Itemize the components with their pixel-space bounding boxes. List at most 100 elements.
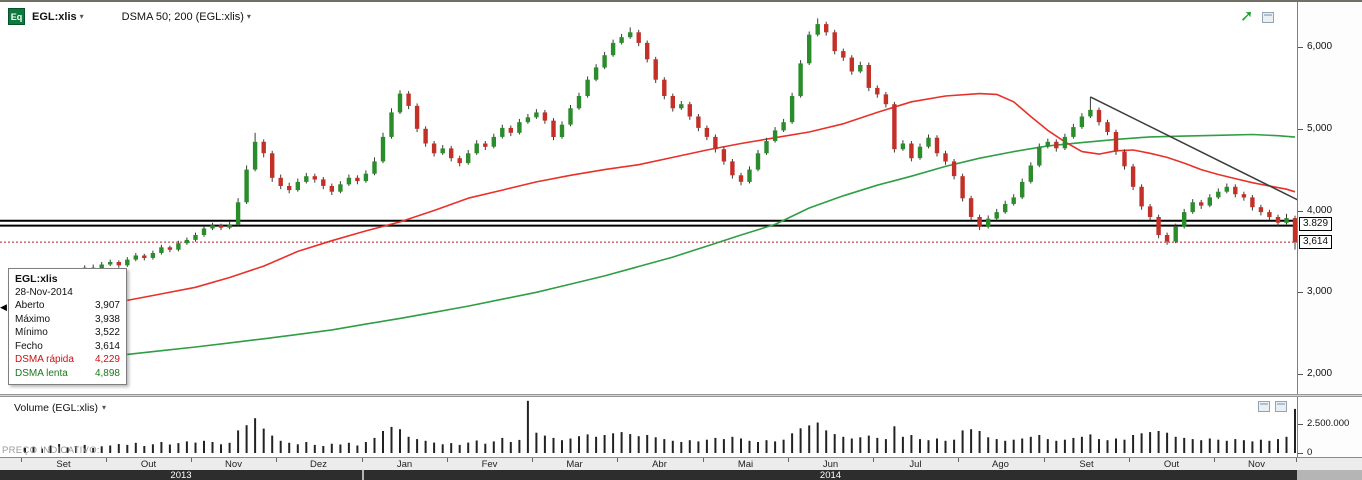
tooltip-row: Mínimo 3,522: [15, 326, 120, 340]
price-axis-label: 3,000: [1307, 286, 1333, 297]
month-tick: [191, 458, 192, 462]
indicator-dropdown[interactable]: DSMA 50; 200 (EGL:xlis) ▾: [122, 11, 251, 23]
price-axis-label: 4,000: [1307, 205, 1333, 216]
month-label: Jan: [396, 459, 413, 470]
month-label: Nov: [225, 459, 242, 470]
price-axis-tick: [1298, 129, 1303, 130]
volume-chart: [24, 400, 1296, 453]
price-axis-label: 2,000: [1307, 368, 1333, 379]
month-tick: [362, 458, 363, 462]
month-tick: [447, 458, 448, 462]
month-tick: [873, 458, 874, 462]
tooltip-row: Máximo 3,938: [15, 313, 120, 327]
pane-scroll-arrow-icon[interactable]: ◀: [0, 302, 7, 312]
window-restore-icon[interactable]: [1262, 11, 1275, 23]
last-price-tag: 3,614: [1299, 235, 1333, 249]
month-tick: [1214, 458, 1215, 462]
price-axis-tick: [1298, 47, 1303, 48]
month-tick: [1129, 458, 1130, 462]
volume-axis: 2.500.000 0: [1297, 397, 1362, 458]
month-tick: [788, 458, 789, 462]
sma-fast-line: [127, 92, 1296, 302]
month-label: Fev: [481, 459, 498, 470]
month-tick: [276, 458, 277, 462]
tooltip-row-label: DSMA rápida: [15, 354, 74, 365]
month-tick: [106, 458, 107, 462]
tooltip-row-value: 4,898: [94, 367, 120, 379]
month-label: Nov: [1248, 459, 1265, 470]
year-axis: 2013 2014: [0, 470, 1362, 480]
candlestick-series: [22, 18, 1297, 294]
month-label: Mai: [737, 459, 754, 470]
month-label: Mar: [566, 459, 583, 470]
equity-type-badge: Eq: [8, 8, 25, 25]
month-label: Abr: [652, 459, 667, 470]
month-tick: [958, 458, 959, 462]
month-label: Jun: [822, 459, 839, 470]
month-label: Dez: [310, 459, 327, 470]
sma-slow-line: [127, 133, 1296, 356]
month-label: Set: [1079, 459, 1094, 470]
price-axis-tick: [1298, 211, 1303, 212]
price-axis-tick: [1298, 374, 1303, 375]
month-label: Out: [140, 459, 157, 470]
volume-label: Volume (EGL:xlis): [14, 402, 99, 414]
price-axis-tick: [1298, 292, 1303, 293]
month-tick: [703, 458, 704, 462]
tooltip-row-label: Mínimo: [15, 327, 48, 338]
volume-axis-label: 2.500.000: [1307, 418, 1350, 429]
volume-series: [24, 400, 1296, 453]
chevron-down-icon: ▾: [79, 11, 84, 21]
tooltip-symbol: EGL:xlis: [15, 273, 58, 285]
month-axis: Set Out Nov Dez Jan Fev Mar Abr Mai Jun Jul Ago Set O…: [0, 457, 1362, 470]
volume-axis-label: 0: [1307, 447, 1313, 458]
window-close-icon[interactable]: [1275, 401, 1287, 412]
draw-trendline-icon[interactable]: ➚: [1240, 8, 1254, 25]
tooltip-row-label: Fecho: [15, 340, 43, 352]
chart-toolbar: Eq EGL:xlis ▾ DSMA 50; 200 (EGL:xlis) ▾: [8, 8, 251, 25]
volume-indicator-dropdown[interactable]: Volume (EGL:xlis) ▾: [14, 402, 106, 414]
tooltip-row-label: Máximo: [15, 313, 51, 325]
tooltip-row-value: 3,938: [94, 313, 120, 325]
tooltip-row-value: 3,614: [94, 340, 120, 352]
price-axis-label: 6,000: [1307, 41, 1333, 52]
data-window-tooltip: EGL:xlis 28-Nov-2014 Aberto 3,907 Máximo 3,…: [8, 268, 127, 385]
chevron-down-icon: ▾: [246, 11, 251, 21]
month-tick: [532, 458, 533, 462]
month-label: Set: [56, 459, 71, 470]
hline-price-tag: 3.829: [1299, 217, 1333, 231]
tooltip-date: 28-Nov-2014: [15, 287, 73, 298]
tooltip-row: DSMA lenta 4,898: [15, 367, 120, 381]
symbol-label: EGL:xlis: [32, 10, 77, 23]
month-tick: [1296, 458, 1297, 462]
pane-separator[interactable]: [0, 394, 1362, 397]
year-segment: 2013: [0, 470, 362, 480]
price-axis-label: 5,000: [1307, 123, 1333, 134]
price-axis: 6,000 5,000 4,000 3,000 2,000 3.829 3,614: [1297, 2, 1362, 394]
year-segment: 2014: [364, 470, 1297, 480]
price-pane: Eq EGL:xlis ▾ DSMA 50; 200 (EGL:xlis) ▾ …: [0, 2, 1297, 394]
symbol-dropdown[interactable]: EGL:xlis ▾: [32, 11, 84, 23]
tooltip-row-value: 3,907: [94, 300, 120, 311]
month-label: Jul: [909, 459, 922, 470]
volume-pane-icons: [1258, 401, 1287, 412]
trendline[interactable]: [1090, 96, 1297, 201]
tooltip-row-label: Aberto: [15, 300, 45, 311]
tooltip-row-label: DSMA lenta: [15, 367, 68, 379]
tooltip-row: Aberto 3,907: [15, 299, 120, 313]
price-chart: [0, 18, 1297, 356]
month-tick: [617, 458, 618, 462]
tooltip-row: DSMA rápida 4,229: [15, 353, 120, 367]
window-maximize-icon[interactable]: [1258, 401, 1270, 412]
price-pane-icons: ➚: [1240, 8, 1275, 25]
tooltip-row: Fecho 3,614: [15, 340, 120, 354]
month-tick: [1044, 458, 1045, 462]
month-tick: [21, 458, 22, 462]
indicator-label: DSMA 50; 200 (EGL:xlis): [121, 10, 244, 23]
month-label: Out: [1163, 459, 1180, 470]
volume-axis-tick: [1298, 424, 1303, 425]
volume-axis-tick: [1298, 453, 1303, 454]
chevron-down-icon: ▾: [102, 403, 107, 412]
volume-pane: Volume (EGL:xlis) ▾: [0, 397, 1297, 457]
